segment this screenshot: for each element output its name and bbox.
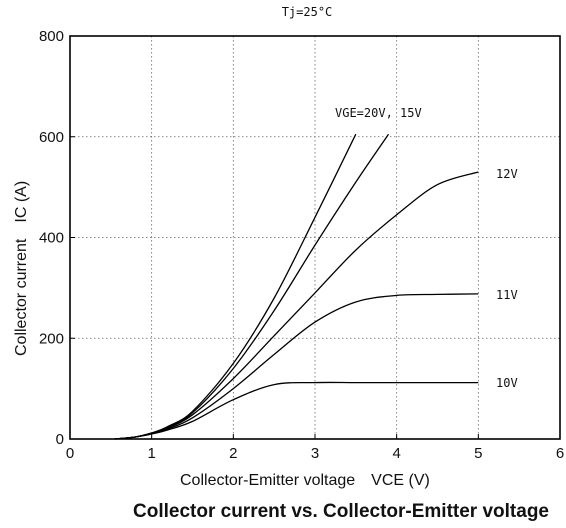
x-tick-label: 2 — [229, 445, 237, 462]
series-line-4 — [114, 381, 479, 440]
chart-caption: Collector current vs. Collector-Emitter … — [133, 501, 549, 522]
annotation-12v: 12V — [496, 167, 518, 181]
y-tick-label: 0 — [56, 431, 64, 448]
series-curves — [114, 133, 479, 440]
chart-title: Tj=25°C — [282, 5, 333, 19]
annotation-10v: 10V — [496, 376, 518, 390]
x-tick-label: 1 — [147, 445, 155, 462]
y-tick-label: 200 — [39, 330, 64, 347]
x-tick-label: 3 — [311, 445, 319, 462]
series-line-3 — [114, 293, 479, 440]
y-tick-label: 800 — [39, 28, 64, 45]
y-tick-label: 600 — [39, 129, 64, 146]
series-line-1 — [114, 133, 390, 440]
grid-lines — [70, 36, 560, 439]
x-tick-label: 6 — [556, 445, 564, 462]
y-tick-label: 400 — [39, 230, 64, 247]
annotation-11v: 11V — [496, 288, 518, 302]
x-axis-ticks: 0 1 2 3 4 5 6 — [66, 434, 564, 462]
y-axis-label: Collector current IC (A) — [13, 181, 30, 356]
y-axis-ticks: 0 200 400 600 800 — [39, 28, 75, 448]
x-tick-label: 5 — [474, 445, 482, 462]
series-line-0 — [114, 133, 357, 440]
series-line-2 — [114, 171, 479, 440]
annotation-vge-20-15: VGE=20V, 15V — [335, 106, 422, 120]
x-axis-label: Collector-Emitter voltage VCE (V) — [180, 472, 430, 489]
x-tick-label: 4 — [392, 445, 400, 462]
x-tick-label: 0 — [66, 445, 74, 462]
